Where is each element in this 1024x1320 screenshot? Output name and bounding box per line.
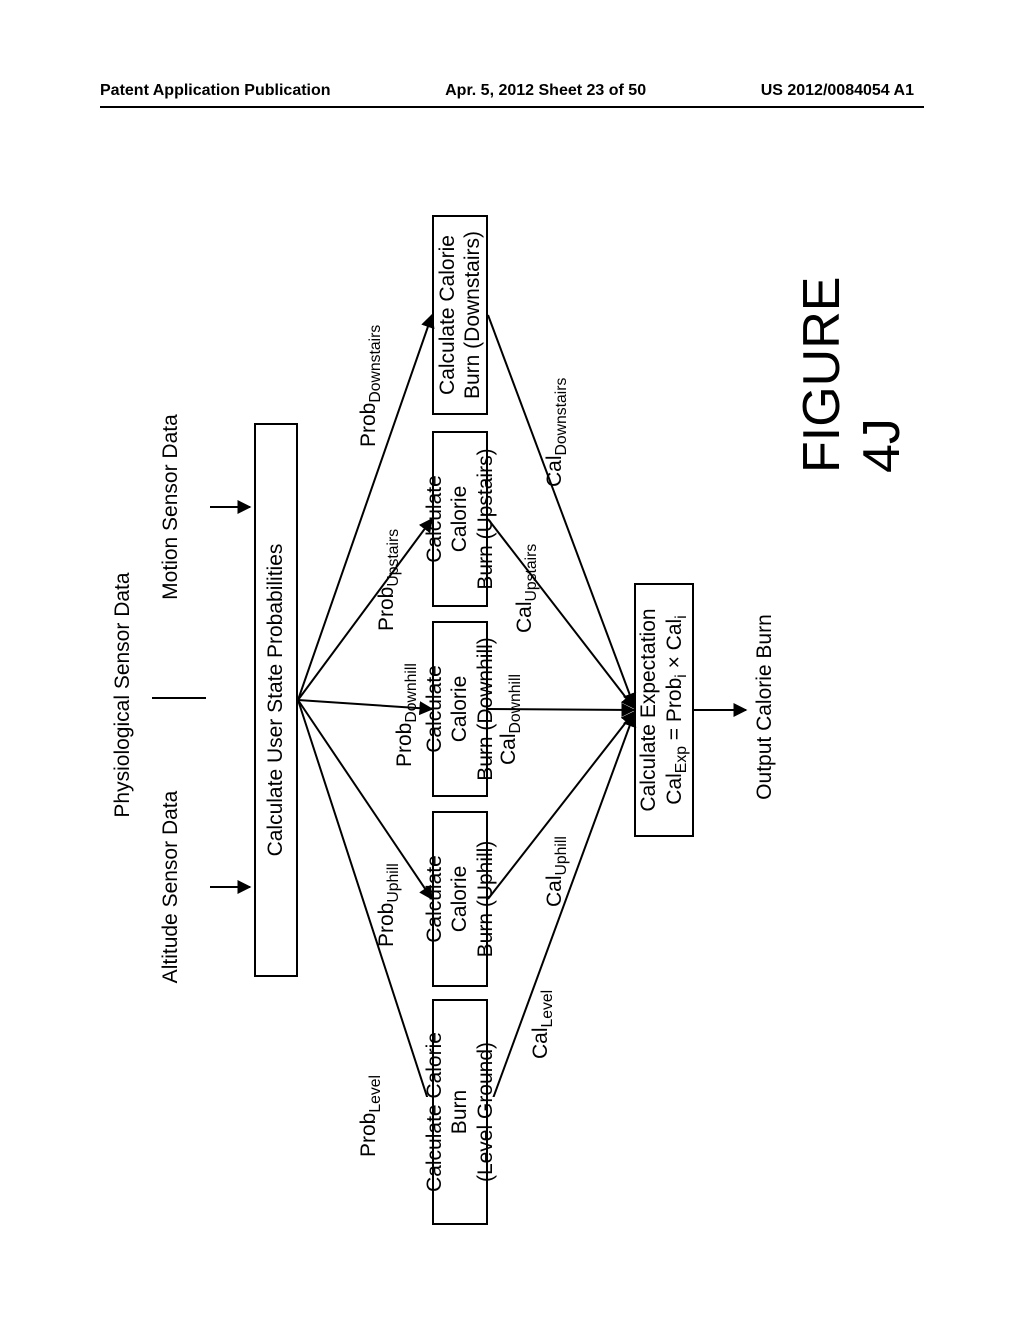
figure-label: FIGURE 4J [792, 277, 912, 473]
cal-downstairs-label: CalDownstairs [542, 378, 572, 487]
motion-sensor-label: Motion Sensor Data [158, 407, 183, 607]
prob-level-label: ProbLevel [356, 1075, 386, 1157]
header-right: US 2012/0084054 A1 [761, 82, 914, 100]
altitude-sensor-label: Altitude Sensor Data [158, 787, 183, 987]
header-left: Patent Application Publication [100, 82, 331, 100]
calc-level-box: Calculate Calorie Burn (Level Ground) [432, 999, 488, 1225]
calc-uphill-box: Calculate Calorie Burn (Uphill) [432, 811, 488, 987]
prob-uphill-label: ProbUphill [374, 863, 404, 947]
cal-level-label: CalLevel [528, 990, 558, 1059]
prob-downstairs-label: ProbDownstairs [356, 325, 386, 447]
expectation-formula: CalExp = Probi × Cali [662, 615, 692, 804]
prob-downhill-label: ProbDownhill [392, 663, 422, 767]
header-rule [100, 106, 924, 108]
cal-downhill-label: CalDownhill [496, 674, 526, 765]
flowchart: Physiological Sensor Data Altitude Senso… [0, 293, 1024, 1097]
page-header: Patent Application Publication Apr. 5, 2… [0, 82, 1024, 100]
calc-expectation-box: Calculate Expectation CalExp = Probi × C… [634, 583, 694, 837]
calc-downstairs-box: Calculate Calorie Burn (Downstairs) [432, 215, 488, 415]
cal-uphill-label: CalUphill [542, 836, 572, 907]
cal-upstairs-label: CalUpstairs [512, 544, 542, 633]
calc-probabilities-box: Calculate User State Probabilities [254, 423, 298, 977]
calc-upstairs-box: Calculate Calorie Burn (Upstairs) [432, 431, 488, 607]
output-label: Output Calorie Burn [752, 597, 777, 817]
header-center: Apr. 5, 2012 Sheet 23 of 50 [445, 82, 646, 100]
calc-downhill-box: Calculate Calorie Burn (Downhill) [432, 621, 488, 797]
prob-upstairs-label: ProbUpstairs [374, 529, 404, 631]
physio-sensor-title: Physiological Sensor Data [110, 165, 135, 1225]
